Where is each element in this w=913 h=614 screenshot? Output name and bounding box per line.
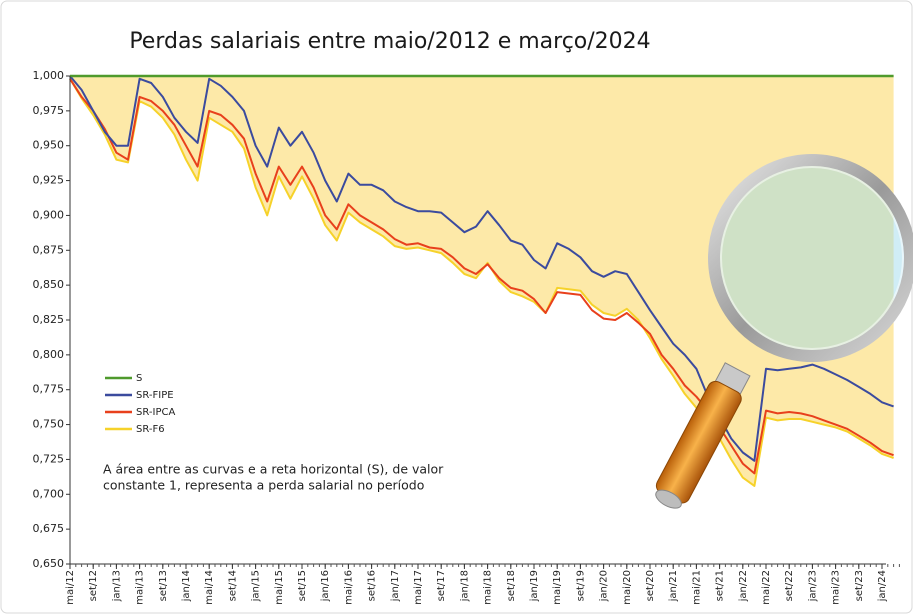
y-tick-label: 0,750: [33, 418, 65, 431]
x-tick-label: mai/12: [65, 570, 76, 605]
y-tick-label: 0,950: [33, 139, 65, 152]
x-tick-label: jan/14: [181, 570, 192, 602]
legend-label: S: [136, 373, 142, 384]
y-tick-label: 1,000: [33, 69, 65, 82]
x-tick-label: mai/19: [552, 570, 563, 605]
y-tick-label: 0,925: [33, 174, 65, 187]
x-tick-label: mai/18: [483, 570, 494, 605]
y-tick-label: 0,875: [33, 243, 65, 256]
legend-label: SR-F6: [136, 424, 165, 435]
x-tick-label: mai/21: [691, 570, 702, 605]
x-tick-label: mai/20: [622, 570, 633, 605]
x-tick-label: set/18: [506, 570, 517, 601]
x-tick-label: set/15: [297, 570, 308, 601]
x-tick-label: set/13: [158, 570, 169, 601]
x-tick-label: jan/16: [320, 570, 331, 602]
x-tick-label: set/19: [575, 570, 586, 601]
x-tick-label: mai/14: [204, 570, 215, 605]
y-tick-label: 0,675: [33, 522, 65, 535]
x-tick-label: jan/19: [529, 570, 540, 602]
x-tick-label: mai/22: [761, 570, 772, 605]
annotation: constante 1, representa a perda salarial…: [103, 478, 424, 493]
x-tick-label: set/22: [784, 570, 795, 601]
x-tick-label: set/23: [854, 570, 865, 601]
x-tick-label: jan/24: [877, 570, 888, 602]
y-tick-label: 0,850: [33, 278, 65, 291]
annotation: A área entre as curvas e a reta horizont…: [103, 462, 444, 477]
x-tick-label: set/20: [645, 570, 656, 601]
y-tick-label: 0,825: [33, 313, 65, 326]
legend-label: SR-IPCA: [136, 407, 175, 418]
x-tick-label: set/16: [367, 570, 378, 601]
x-tick-label: set/14: [227, 570, 238, 601]
x-tick-label: set/21: [715, 570, 726, 601]
x-tick-label: mai/13: [135, 570, 146, 605]
y-tick-label: 0,975: [33, 104, 65, 117]
x-tick-label: jan/23: [807, 570, 818, 602]
x-tick-label: jan/13: [111, 570, 122, 602]
y-tick-label: 0,725: [33, 452, 65, 465]
x-tick-label: mai/17: [413, 570, 424, 605]
x-tick-label: mai/23: [831, 570, 842, 605]
y-tick-label: 0,775: [33, 383, 65, 396]
chart: Perdas salariais entre maio/2012 e março…: [0, 0, 913, 614]
x-tick-label: set/12: [88, 570, 99, 601]
x-tick-label: mai/15: [274, 570, 285, 605]
x-tick-label: jan/20: [599, 570, 610, 602]
x-tick-label: mai/16: [343, 570, 354, 605]
y-tick-label: 0,700: [33, 487, 65, 500]
x-tick-label: jan/17: [390, 570, 401, 602]
x-tick-label: jan/18: [459, 570, 470, 602]
x-tick-label: set/17: [436, 570, 447, 601]
y-tick-label: 0,650: [33, 557, 65, 570]
magnifier-glass: [714, 160, 910, 356]
y-tick-label: 0,900: [33, 208, 65, 221]
y-tick-label: 0,800: [33, 348, 65, 361]
legend-label: SR-FIPE: [136, 390, 174, 401]
x-tick-label: jan/22: [738, 570, 749, 602]
chart-title: Perdas salariais entre maio/2012 e março…: [129, 29, 650, 54]
x-tick-label: jan/21: [668, 570, 679, 602]
x-tick-label: jan/15: [251, 570, 262, 602]
